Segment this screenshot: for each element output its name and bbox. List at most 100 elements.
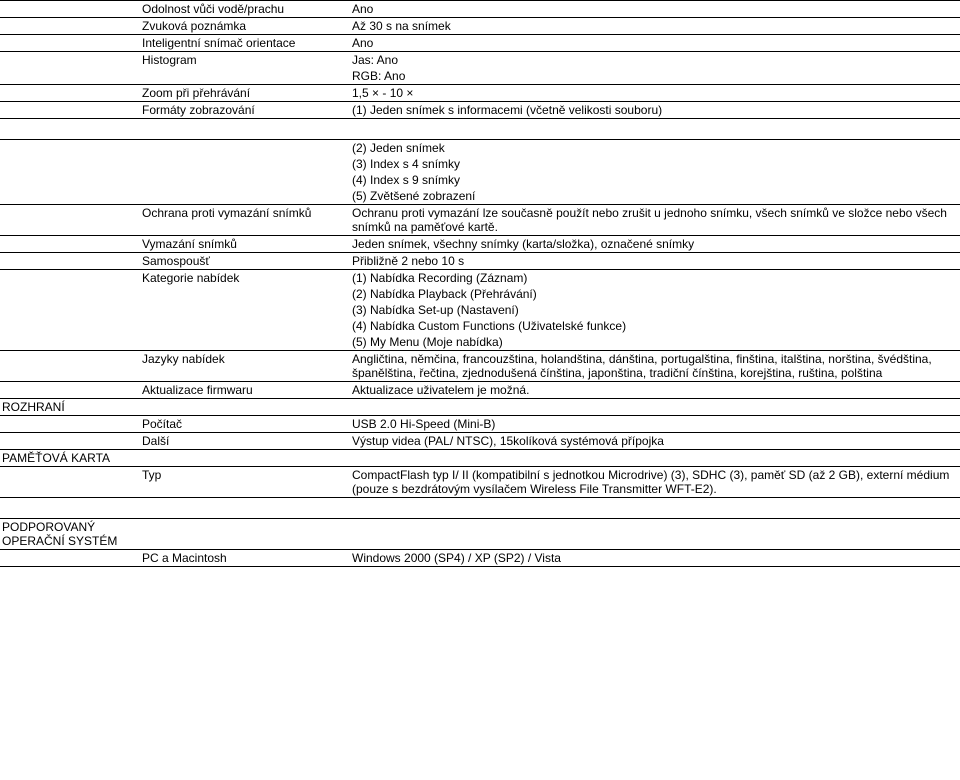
table-row: (5) My Menu (Moje nabídka) [0, 334, 960, 351]
section-cell [0, 156, 140, 172]
section-cell [0, 236, 140, 253]
value-cell: Jeden snímek, všechny snímky (karta/slož… [350, 236, 960, 253]
label-cell: Kategorie nabídek [140, 270, 350, 287]
label-cell [140, 519, 350, 550]
table-row: Zvuková poznámkaAž 30 s na snímek [0, 18, 960, 35]
label-cell [140, 334, 350, 351]
label-cell: Samospoušť [140, 253, 350, 270]
table-row: (3) Nabídka Set-up (Nastavení) [0, 302, 960, 318]
section-cell [0, 188, 140, 205]
value-cell: Ochranu proti vymazání lze současně použ… [350, 205, 960, 236]
section-cell [0, 172, 140, 188]
table-row: Zoom při přehrávání1,5 × - 10 × [0, 85, 960, 102]
table-row: (4) Index s 9 snímky [0, 172, 960, 188]
section-cell [0, 351, 140, 382]
section-cell [0, 68, 140, 85]
section-cell [0, 318, 140, 334]
label-cell: Typ [140, 467, 350, 498]
table-row: (4) Nabídka Custom Functions (Uživatelsk… [0, 318, 960, 334]
table-row: RGB: Ano [0, 68, 960, 85]
value-cell: (2) Nabídka Playback (Přehrávání) [350, 286, 960, 302]
table-row: Odolnost vůči vodě/prachuAno [0, 1, 960, 18]
section-cell [0, 382, 140, 399]
table-row: DalšíVýstup videa (PAL/ NTSC), 15kolíkov… [0, 433, 960, 450]
value-cell: Ano [350, 35, 960, 52]
value-cell: (1) Nabídka Recording (Záznam) [350, 270, 960, 287]
label-cell: Formáty zobrazování [140, 102, 350, 119]
table-row: TypCompactFlash typ I/ II (kompatibilní … [0, 467, 960, 498]
section-cell [0, 253, 140, 270]
value-cell: (5) My Menu (Moje nabídka) [350, 334, 960, 351]
spec-table: Odolnost vůči vodě/prachuAnoZvuková pozn… [0, 0, 960, 567]
section-cell [0, 416, 140, 433]
table-row: SamospoušťPřibližně 2 nebo 10 s [0, 253, 960, 270]
label-cell [140, 318, 350, 334]
value-cell: Výstup videa (PAL/ NTSC), 15kolíková sys… [350, 433, 960, 450]
table-row: (5) Zvětšené zobrazení [0, 188, 960, 205]
value-cell: Angličtina, němčina, francouzština, hola… [350, 351, 960, 382]
section-cell: ROZHRANÍ [0, 399, 140, 416]
table-row: PC a MacintoshWindows 2000 (SP4) / XP (S… [0, 550, 960, 567]
label-cell [140, 172, 350, 188]
value-cell: 1,5 × - 10 × [350, 85, 960, 102]
value-cell: Až 30 s na snímek [350, 18, 960, 35]
section-cell [0, 35, 140, 52]
table-row: Formáty zobrazování(1) Jeden snímek s in… [0, 102, 960, 119]
label-cell: Aktualizace firmwaru [140, 382, 350, 399]
section-cell [0, 140, 140, 157]
label-cell [140, 450, 350, 467]
label-cell [140, 399, 350, 416]
label-cell: Zvuková poznámka [140, 18, 350, 35]
label-cell: PC a Macintosh [140, 550, 350, 567]
table-row: (2) Nabídka Playback (Přehrávání) [0, 286, 960, 302]
section-cell [0, 18, 140, 35]
table-row: HistogramJas: Ano [0, 52, 960, 69]
label-cell [140, 140, 350, 157]
label-cell: Histogram [140, 52, 350, 69]
value-cell: Přibližně 2 nebo 10 s [350, 253, 960, 270]
value-cell: Aktualizace uživatelem je možná. [350, 382, 960, 399]
section-cell [0, 102, 140, 119]
value-cell: Jas: Ano [350, 52, 960, 69]
table-row: PočítačUSB 2.0 Hi-Speed (Mini-B) [0, 416, 960, 433]
value-cell: (5) Zvětšené zobrazení [350, 188, 960, 205]
label-cell: Vymazání snímků [140, 236, 350, 253]
section-cell [0, 302, 140, 318]
value-cell: (1) Jeden snímek s informacemi (včetně v… [350, 102, 960, 119]
table-row: Vymazání snímkůJeden snímek, všechny sní… [0, 236, 960, 253]
value-cell: (3) Nabídka Set-up (Nastavení) [350, 302, 960, 318]
table-row: Jazyky nabídekAngličtina, němčina, franc… [0, 351, 960, 382]
value-cell: USB 2.0 Hi-Speed (Mini-B) [350, 416, 960, 433]
label-cell: Ochrana proti vymazání snímků [140, 205, 350, 236]
table-row: (2) Jeden snímek [0, 140, 960, 157]
section-cell [0, 334, 140, 351]
section-cell [0, 270, 140, 287]
label-cell [140, 302, 350, 318]
value-cell: (4) Index s 9 snímky [350, 172, 960, 188]
section-cell [0, 52, 140, 69]
label-cell [140, 156, 350, 172]
label-cell [140, 188, 350, 205]
value-cell: Windows 2000 (SP4) / XP (SP2) / Vista [350, 550, 960, 567]
label-cell: Inteligentní snímač orientace [140, 35, 350, 52]
label-cell: Jazyky nabídek [140, 351, 350, 382]
label-cell: Odolnost vůči vodě/prachu [140, 1, 350, 18]
label-cell [140, 68, 350, 85]
value-cell: CompactFlash typ I/ II (kompatibilní s j… [350, 467, 960, 498]
section-cell [0, 1, 140, 18]
label-cell: Počítač [140, 416, 350, 433]
section-cell [0, 85, 140, 102]
label-cell: Zoom při přehrávání [140, 85, 350, 102]
spacer-row [0, 119, 960, 140]
section-cell [0, 205, 140, 236]
label-cell [140, 286, 350, 302]
value-cell: (3) Index s 4 snímky [350, 156, 960, 172]
label-cell: Další [140, 433, 350, 450]
table-row: PODPOROVANÝ OPERAČNÍ SYSTÉM [0, 519, 960, 550]
table-row: Aktualizace firmwaruAktualizace uživatel… [0, 382, 960, 399]
section-cell [0, 286, 140, 302]
table-row: ROZHRANÍ [0, 399, 960, 416]
table-row: PAMĚŤOVÁ KARTA [0, 450, 960, 467]
spacer-row [0, 498, 960, 519]
value-cell: (4) Nabídka Custom Functions (Uživatelsk… [350, 318, 960, 334]
